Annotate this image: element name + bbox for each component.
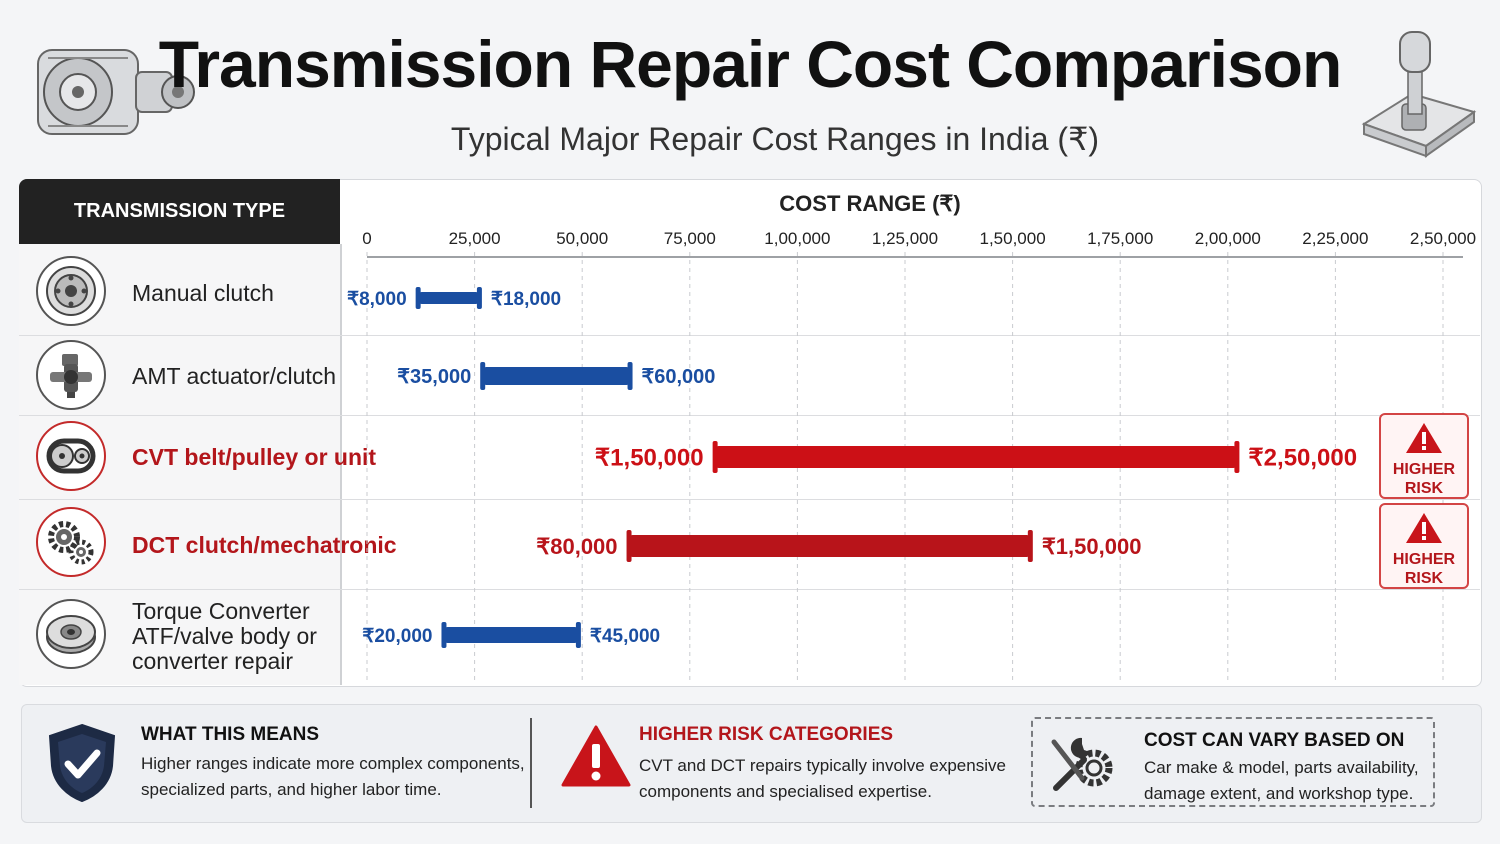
range-max-label: ₹1,50,000 — [1042, 534, 1142, 559]
range-bar-cap — [480, 362, 486, 390]
cost-vary-box — [1031, 717, 1435, 807]
x-tick-label: 2,50,000 — [1410, 229, 1476, 248]
range-min-label: ₹35,000 — [397, 366, 471, 388]
range-max-label: ₹45,000 — [590, 626, 660, 647]
row-divider — [19, 335, 1480, 336]
transmission-gearbox-icon — [18, 28, 198, 161]
range-max-label: ₹60,000 — [642, 366, 716, 388]
range-bar — [444, 627, 578, 643]
range-max-label: ₹18,000 — [491, 289, 561, 310]
risk-text-line: CVT and DCT repairs typically involve ex… — [639, 756, 1006, 775]
torque-converter-icon — [36, 599, 106, 669]
vary-text-line: damage extent, and workshop type. — [1144, 784, 1414, 803]
tools-icon — [1046, 728, 1120, 803]
what-text-line: specialized parts, and higher labor time… — [141, 780, 442, 799]
x-tick-label: 2,00,000 — [1195, 229, 1261, 248]
gear-shifter-icon — [1352, 24, 1482, 169]
row-label-amt: AMT actuator/clutch — [132, 363, 337, 389]
higher-risk-badge: HIGHER RISK — [1379, 413, 1469, 499]
actuator-icon — [36, 340, 106, 410]
what-this-means-heading: WHAT THIS MEANS — [141, 724, 320, 745]
row-divider — [19, 415, 1480, 416]
range-bar-cap — [441, 622, 447, 648]
x-tick-label: 50,000 — [556, 229, 608, 248]
risk-badge-line: RISK — [1404, 480, 1444, 497]
warning-triangle-icon — [561, 724, 631, 793]
warning-icon — [1381, 421, 1467, 460]
range-bar-cap — [1234, 441, 1240, 473]
cost-vary-text: Car make & model, parts availability, da… — [1144, 755, 1419, 807]
x-tick-label: 1,00,000 — [764, 229, 830, 248]
row-label-line: converter repair — [132, 648, 294, 674]
x-tick-label: 1,75,000 — [1087, 229, 1153, 248]
range-min-label: ₹20,000 — [362, 626, 432, 647]
range-bar — [418, 292, 479, 304]
range-max-label: ₹2,50,000 — [1248, 445, 1357, 472]
x-tick-label: 25,000 — [449, 229, 501, 248]
x-tick-label: 1,50,000 — [980, 229, 1046, 248]
page-title: Transmission Repair Cost Comparison — [158, 27, 1343, 101]
gears-icon — [36, 507, 106, 577]
info-footer — [21, 704, 1482, 823]
higher-risk-badge: HIGHER RISK — [1379, 503, 1469, 589]
row-divider — [19, 589, 1480, 590]
range-bar-cap — [1027, 530, 1033, 562]
range-bar-cap — [626, 530, 632, 562]
risk-text-line: components and specialised expertise. — [639, 782, 932, 801]
row-label-line: Torque Converter — [132, 598, 310, 624]
transmission-type-header: TRANSMISSION TYPE — [19, 179, 340, 244]
range-bar — [483, 367, 630, 385]
warning-icon — [1381, 511, 1467, 550]
range-min-label: ₹80,000 — [536, 534, 617, 559]
range-bar-cap — [627, 362, 633, 390]
cost-range-header: COST RANGE (₹) — [779, 191, 961, 216]
row-label-cvt: CVT belt/pulley or unit — [132, 444, 377, 470]
page-subtitle: Typical Major Repair Cost Ranges in Indi… — [450, 121, 1100, 157]
x-tick-label: 2,25,000 — [1302, 229, 1368, 248]
risk-badge-line: RISK — [1404, 570, 1444, 587]
row-divider — [19, 499, 1480, 500]
row-label-line: ATF/valve body or — [132, 623, 317, 649]
row-label-manual-clutch: Manual clutch — [132, 280, 274, 306]
risk-badge-line: HIGHER — [1392, 461, 1456, 478]
what-this-means-text: Higher ranges indicate more complex comp… — [141, 751, 525, 803]
range-min-label: ₹1,50,000 — [595, 445, 704, 472]
belt-pulley-icon — [36, 421, 106, 491]
footer-divider — [530, 718, 532, 808]
cost-vary-heading: COST CAN VARY BASED ON — [1144, 730, 1405, 751]
shield-check-icon — [46, 722, 118, 809]
higher-risk-categories-heading: HIGHER RISK CATEGORIES — [639, 724, 894, 745]
range-bar-cap — [415, 287, 421, 309]
range-bar-cap — [575, 622, 581, 648]
range-bar — [629, 535, 1030, 557]
row-label-torque-converter: Torque Converter ATF/valve body or conve… — [132, 599, 317, 674]
x-tick-label: 1,25,000 — [872, 229, 938, 248]
what-text-line: Higher ranges indicate more complex comp… — [141, 754, 525, 773]
higher-risk-categories-text: CVT and DCT repairs typically involve ex… — [639, 753, 1006, 805]
range-bar-cap — [712, 441, 718, 473]
x-tick-label: 0 — [362, 229, 371, 248]
range-min-label: ₹8,000 — [347, 289, 407, 310]
row-label-dct: DCT clutch/mechatronic — [132, 532, 397, 558]
risk-badge-line: HIGHER — [1392, 551, 1456, 568]
vary-text-line: Car make & model, parts availability, — [1144, 758, 1419, 777]
clutch-disc-icon — [36, 256, 106, 326]
x-tick-label: 75,000 — [664, 229, 716, 248]
range-bar-cap — [476, 287, 482, 309]
range-bar — [715, 446, 1237, 468]
